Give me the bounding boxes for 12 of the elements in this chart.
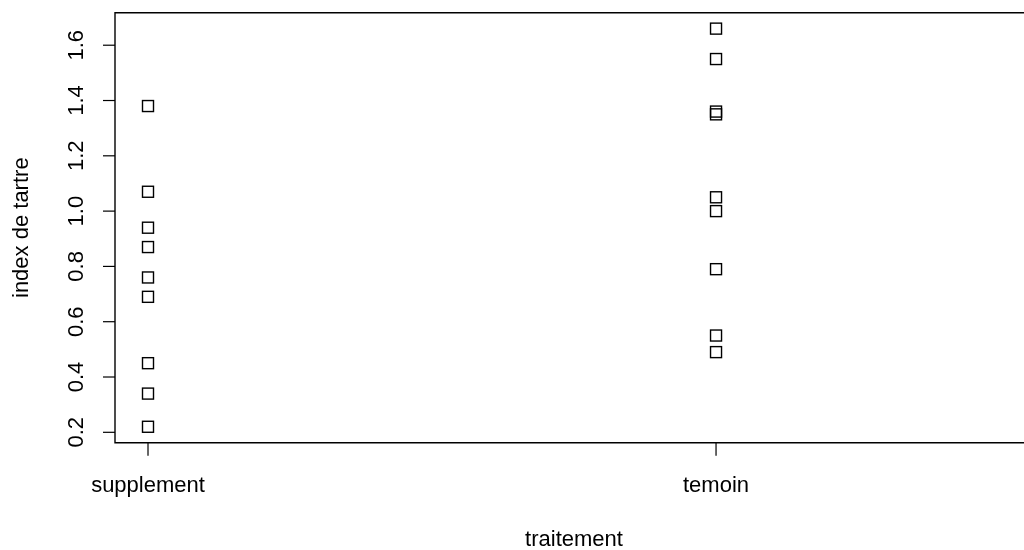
- y-tick-label: 1.6: [63, 29, 88, 61]
- x-tick-label: temoin: [683, 472, 750, 497]
- y-tick-label: 0.4: [63, 361, 88, 393]
- y-axis-title: index de tartre: [8, 157, 33, 299]
- y-tick-label: 1.0: [63, 195, 88, 227]
- x-axis-title: traitement: [525, 526, 623, 550]
- y-tick-label: 0.8: [63, 251, 88, 282]
- y-tick-label: 0.2: [63, 417, 88, 448]
- y-tick-label: 1.2: [63, 140, 88, 172]
- x-tick-label: supplement: [91, 472, 205, 497]
- y-tick-label: 1.4: [63, 85, 88, 116]
- y-tick-label: 0.6: [63, 306, 88, 337]
